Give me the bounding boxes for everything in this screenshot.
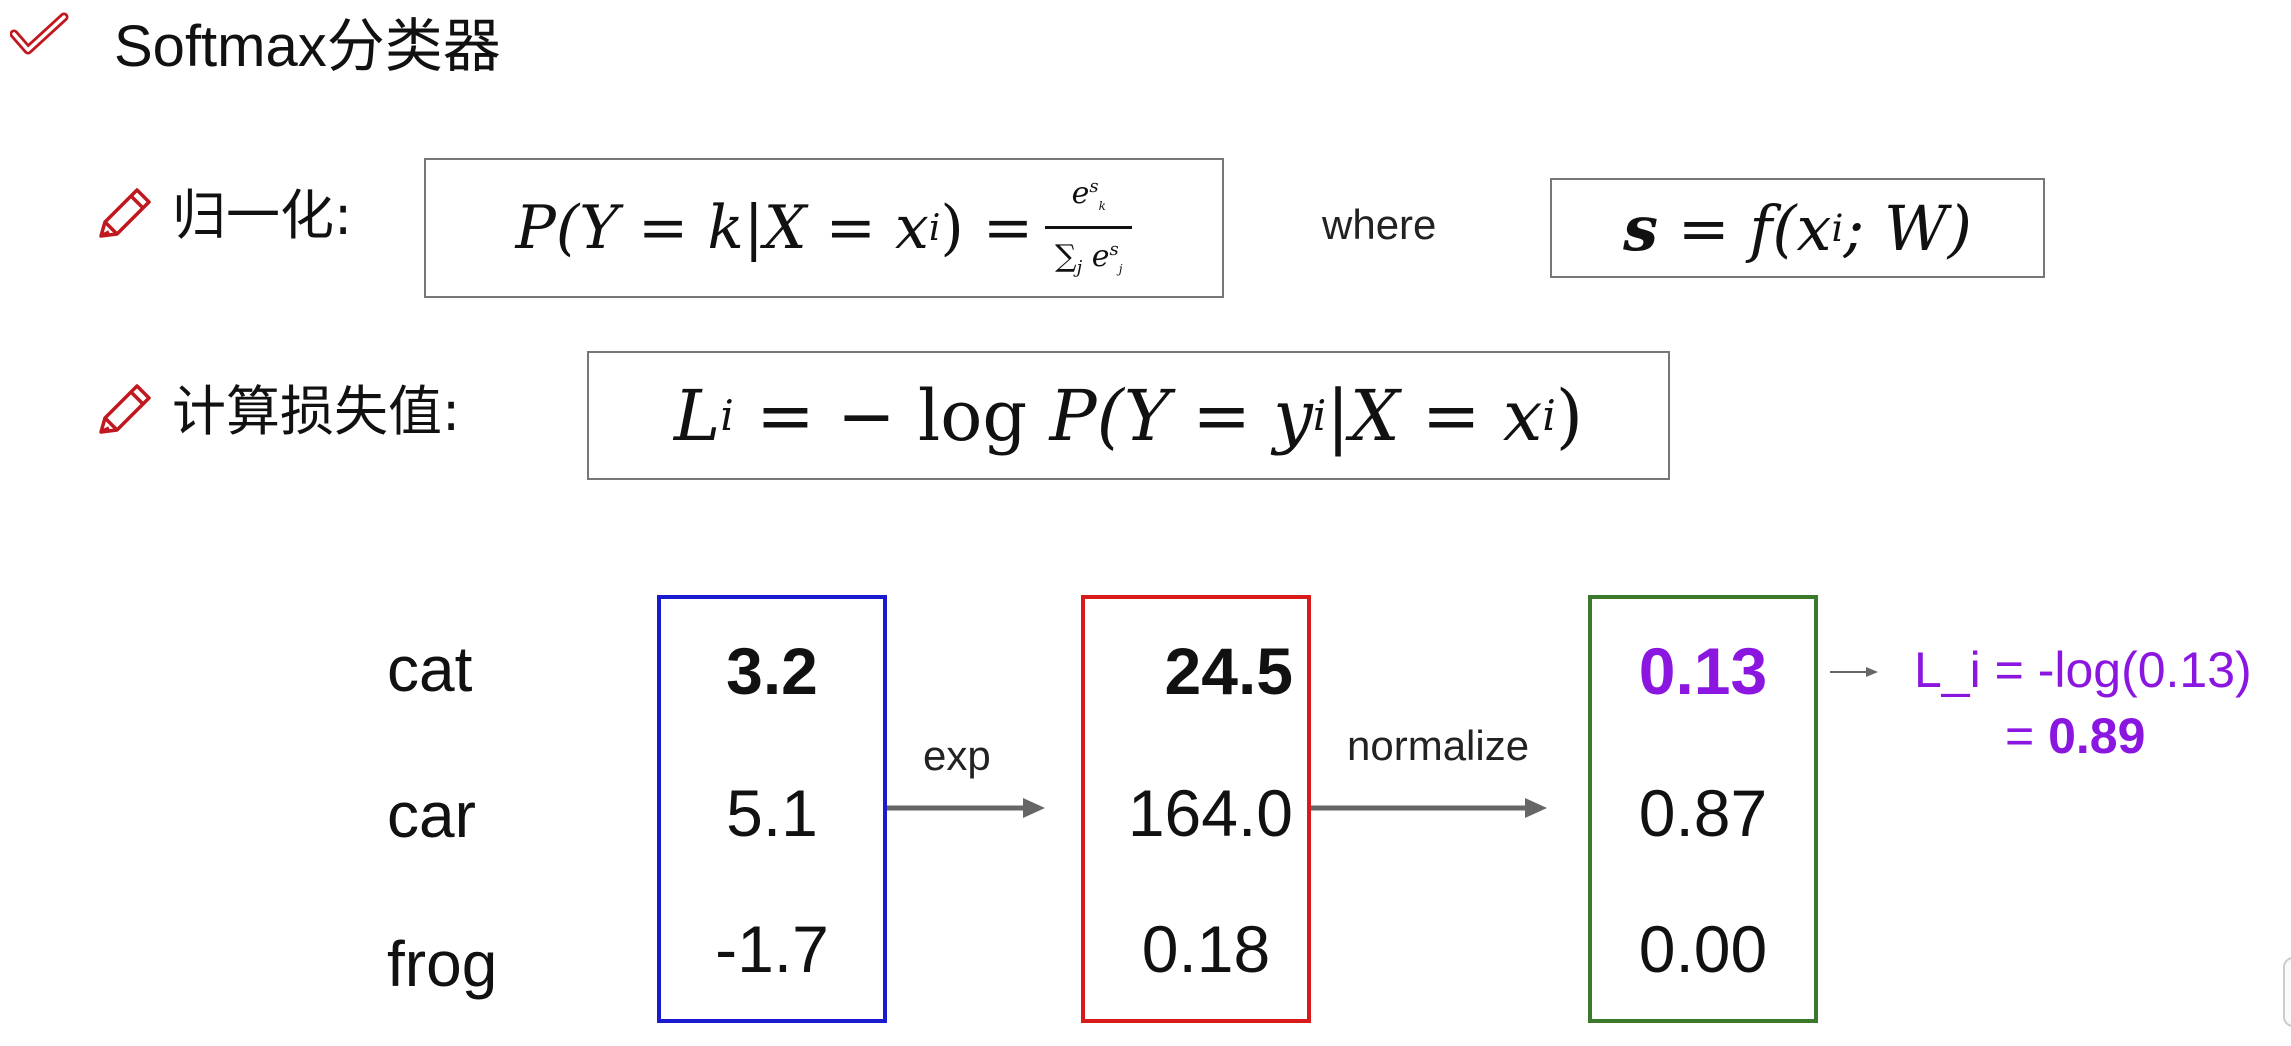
formula-close: )	[1555, 374, 1584, 457]
score-car: 5.1	[726, 776, 818, 850]
exp-box: 24.5 164.0 0.18	[1081, 595, 1311, 1023]
pencil-icon	[99, 384, 151, 434]
class-label-frog: frog	[387, 928, 498, 1000]
exp-car: 164.0	[1127, 776, 1293, 850]
exp-label: exp	[923, 732, 991, 779]
class-label-car: car	[387, 779, 476, 851]
formula-l: L	[673, 374, 721, 457]
prob-car: 0.87	[1638, 776, 1768, 850]
normalize-label: 归一化:	[172, 184, 353, 247]
formula-sub: i	[928, 207, 941, 249]
formula-lhs: P(Y = k|X = x	[515, 193, 929, 263]
loss-computation: L_i = -log(0.13)	[1914, 642, 2252, 698]
formula-sub: i	[1831, 206, 1844, 250]
formula-w: ; W)	[1843, 191, 1972, 265]
formula-p: P(Y = y	[1049, 374, 1313, 457]
formula-log: = − log	[733, 374, 1050, 457]
checkmark-icon	[10, 12, 69, 55]
exp-cat: 24.5	[1164, 634, 1293, 708]
page-title: Softmax分类器	[114, 14, 501, 79]
formula-eq: ) =	[940, 193, 1034, 263]
softmax-formula: P(Y = k|X = x i) = esk ∑j esj	[424, 158, 1224, 298]
score-formula: s = f(x i; W)	[1550, 178, 2045, 278]
loss-label: 计算损失值:	[172, 380, 461, 443]
formula-sub: i	[1542, 391, 1556, 440]
formula-s: s	[1623, 191, 1658, 265]
fraction: esk ∑j esj	[1045, 167, 1133, 290]
prob-frog: 0.00	[1638, 912, 1768, 986]
exp-arrow	[887, 798, 1045, 818]
formula-f: f(x	[1749, 191, 1832, 265]
probabilities-box: 0.13 0.87 0.00	[1588, 595, 1818, 1023]
formula-x: |X = x	[1326, 374, 1543, 457]
score-cat: 3.2	[726, 634, 818, 708]
denominator: ∑j esj	[1045, 225, 1133, 290]
prob-cat: 0.13	[1638, 634, 1768, 708]
where-label: where	[1322, 201, 1437, 248]
exp-frog: 0.18	[1141, 912, 1271, 986]
scores-box: 3.2 5.1 -1.7	[657, 595, 887, 1023]
formula-sub: i	[720, 391, 734, 440]
normalize-label-text: normalize	[1347, 722, 1530, 769]
normalize-arrow	[1311, 798, 1547, 818]
score-frog: -1.7	[715, 912, 829, 986]
loss-result: = 0.89	[2005, 706, 2145, 766]
numerator: esk	[1071, 175, 1106, 213]
loss-eq: =	[2005, 708, 2049, 764]
class-label-cat: cat	[387, 633, 473, 705]
loss-value: 0.89	[2048, 708, 2146, 764]
scroll-handle[interactable]	[2283, 957, 2291, 1027]
formula-sub: i	[1312, 391, 1327, 440]
formula-eq: =	[1658, 191, 1750, 265]
pencil-icon	[99, 188, 151, 238]
loss-arrow	[1830, 667, 1878, 677]
